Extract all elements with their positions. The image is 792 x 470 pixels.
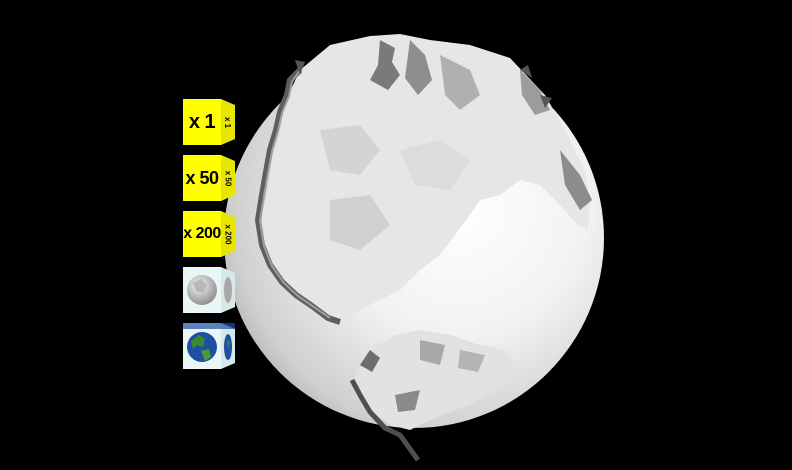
scale-x50-side-label: x 50 [223, 170, 233, 186]
relief-south-america [349, 330, 515, 462]
earth-globe-icon [187, 332, 217, 362]
scale-x1-button[interactable]: x 1 x 1 [183, 99, 235, 145]
scale-x200-side-label: x 200 [223, 223, 233, 245]
scale-x200-label: x 200 [183, 225, 221, 242]
scale-x1-side-label: x 1 [223, 116, 233, 128]
earth-texture-button[interactable] [183, 323, 235, 369]
scale-x1-label: x 1 [188, 110, 216, 133]
scale-x50-label: x 50 [185, 167, 219, 188]
scale-x200-button[interactable]: x 200 x 200 [183, 211, 235, 257]
relief-texture-button[interactable] [183, 267, 235, 313]
scale-x50-button[interactable]: x 50 x 50 [183, 155, 235, 201]
relief-north-america [255, 34, 592, 325]
